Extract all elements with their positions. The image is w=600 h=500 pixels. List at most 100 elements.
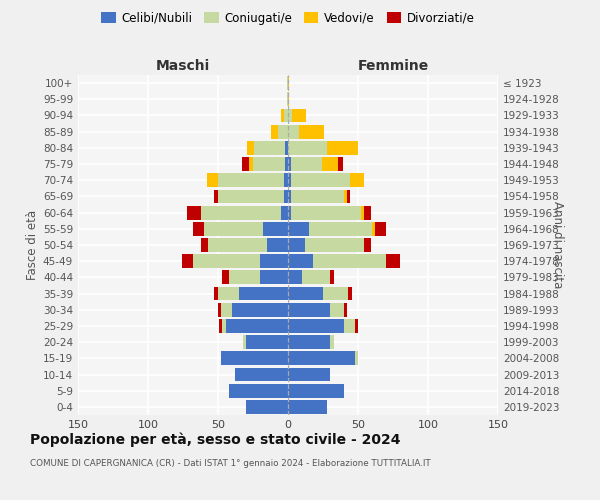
Bar xyxy=(350,174,364,187)
Bar xyxy=(232,303,288,316)
Bar xyxy=(361,206,364,220)
Bar xyxy=(299,125,325,138)
Bar xyxy=(288,400,327,414)
Bar xyxy=(288,108,292,122)
Bar xyxy=(246,336,288,349)
Bar xyxy=(386,254,400,268)
Bar xyxy=(263,222,288,235)
Bar xyxy=(375,222,386,235)
Bar xyxy=(239,286,288,300)
Bar xyxy=(278,125,288,138)
Bar xyxy=(254,141,285,154)
Bar xyxy=(348,286,352,300)
Bar xyxy=(214,190,218,203)
Bar xyxy=(372,222,375,235)
Bar xyxy=(355,352,358,365)
Bar xyxy=(288,319,344,333)
Bar xyxy=(246,400,288,414)
Bar xyxy=(220,319,222,333)
Bar xyxy=(218,190,284,203)
Text: Popolazione per età, sesso e stato civile - 2024: Popolazione per età, sesso e stato civil… xyxy=(30,432,401,447)
Bar xyxy=(284,108,288,122)
Bar xyxy=(193,222,204,235)
Bar xyxy=(187,206,201,220)
Bar xyxy=(285,157,288,171)
Bar xyxy=(204,222,263,235)
Bar xyxy=(182,254,193,268)
Bar xyxy=(338,157,343,171)
Bar xyxy=(243,336,246,349)
Bar xyxy=(207,174,218,187)
Bar xyxy=(364,238,371,252)
Bar xyxy=(281,206,288,220)
Bar xyxy=(288,368,330,382)
Bar xyxy=(291,157,322,171)
Bar xyxy=(288,222,309,235)
Bar xyxy=(284,190,288,203)
Bar xyxy=(288,190,291,203)
Bar xyxy=(322,157,338,171)
Bar xyxy=(288,254,313,268)
Bar xyxy=(288,125,299,138)
Bar xyxy=(292,108,306,122)
Bar xyxy=(284,174,288,187)
Bar xyxy=(288,303,330,316)
Bar xyxy=(247,141,254,154)
Bar xyxy=(285,141,288,154)
Bar xyxy=(288,157,291,171)
Bar xyxy=(347,190,350,203)
Bar xyxy=(288,141,327,154)
Text: Femmine: Femmine xyxy=(358,58,428,72)
Bar xyxy=(288,352,355,365)
Bar xyxy=(288,336,330,349)
Bar xyxy=(288,238,305,252)
Bar xyxy=(330,303,344,316)
Bar xyxy=(364,206,371,220)
Bar xyxy=(288,76,289,90)
Bar xyxy=(229,384,288,398)
Bar xyxy=(218,303,221,316)
Bar xyxy=(288,92,289,106)
Legend: Celibi/Nubili, Coniugati/e, Vedovi/e, Divorziati/e: Celibi/Nubili, Coniugati/e, Vedovi/e, Di… xyxy=(97,7,479,30)
Bar xyxy=(302,270,330,284)
Bar xyxy=(253,157,285,171)
Bar xyxy=(288,384,344,398)
Bar xyxy=(327,141,358,154)
Text: COMUNE DI CAPERGNANICA (CR) - Dati ISTAT 1° gennaio 2024 - Elaborazione TUTTITAL: COMUNE DI CAPERGNANICA (CR) - Dati ISTAT… xyxy=(30,459,431,468)
Bar xyxy=(281,108,284,122)
Bar xyxy=(235,368,288,382)
Bar xyxy=(226,319,288,333)
Bar xyxy=(288,286,323,300)
Bar xyxy=(201,206,281,220)
Bar xyxy=(222,270,229,284)
Bar xyxy=(309,222,372,235)
Bar xyxy=(249,157,253,171)
Y-axis label: Anni di nascita: Anni di nascita xyxy=(551,202,564,288)
Bar xyxy=(218,286,239,300)
Bar xyxy=(288,206,291,220)
Y-axis label: Fasce di età: Fasce di età xyxy=(26,210,39,280)
Bar xyxy=(242,157,249,171)
Bar xyxy=(305,238,364,252)
Bar xyxy=(222,319,226,333)
Bar xyxy=(214,286,218,300)
Bar xyxy=(323,286,348,300)
Bar xyxy=(313,254,386,268)
Bar xyxy=(221,303,232,316)
Bar xyxy=(287,76,288,90)
Bar xyxy=(260,270,288,284)
Bar xyxy=(330,336,334,349)
Bar xyxy=(330,270,334,284)
Text: Maschi: Maschi xyxy=(156,58,210,72)
Bar xyxy=(291,206,361,220)
Bar xyxy=(260,254,288,268)
Bar xyxy=(291,174,350,187)
Bar xyxy=(344,190,347,203)
Bar xyxy=(201,238,208,252)
Bar xyxy=(229,270,260,284)
Bar xyxy=(208,238,267,252)
Bar xyxy=(271,125,278,138)
Bar xyxy=(288,270,302,284)
Bar xyxy=(344,319,355,333)
Bar xyxy=(355,319,358,333)
